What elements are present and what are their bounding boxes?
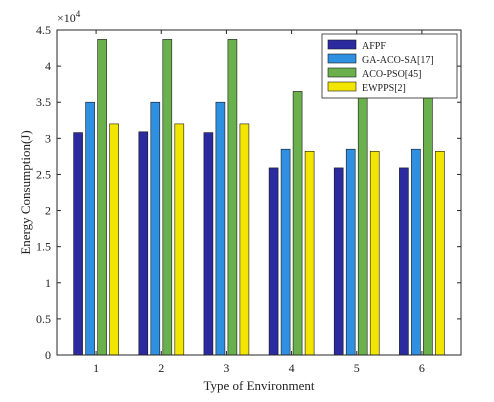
y-tick-label: 2.5 bbox=[36, 167, 51, 181]
bar-afpf-3 bbox=[203, 132, 214, 356]
y-tick-label: 3 bbox=[45, 131, 51, 145]
x-tick-label: 3 bbox=[223, 361, 229, 375]
legend-swatch bbox=[327, 53, 357, 64]
legend-label: ACO-PSO[45] bbox=[362, 69, 421, 80]
y-tick-label: 0 bbox=[45, 348, 51, 362]
bar-afpf-5 bbox=[333, 167, 344, 356]
bar-afpf-6 bbox=[399, 167, 409, 356]
x-axis-label: Type of Environment bbox=[203, 378, 314, 393]
bar-aco-pso-45--2 bbox=[162, 39, 173, 356]
legend-swatch bbox=[327, 39, 357, 50]
legend-swatch bbox=[327, 67, 357, 78]
y-axis-label: Energy Consumption(J) bbox=[18, 130, 33, 254]
x-tick-label: 5 bbox=[354, 361, 360, 375]
bar-aco-pso-45--6 bbox=[423, 91, 433, 356]
bar-aco-pso-45--1 bbox=[97, 39, 107, 356]
legend-label: GA-ACO-SA[17] bbox=[362, 55, 434, 66]
bar-aco-pso-45--3 bbox=[227, 39, 238, 356]
bar-ga-aco-sa-17--1 bbox=[85, 101, 95, 356]
x-tick-label: 6 bbox=[419, 361, 425, 375]
x-axis-ticks: 1 2 3 4 5 6 bbox=[93, 30, 425, 375]
bar-ga-aco-sa-17--2 bbox=[150, 101, 161, 356]
bar-ewpps-2--5 bbox=[369, 151, 380, 356]
bar-ewpps-2--2 bbox=[174, 123, 185, 356]
bar-ewpps-2--3 bbox=[239, 123, 250, 356]
bar-ewpps-2--6 bbox=[435, 151, 445, 356]
y-axis-ticks: 0 0.5 1 1.5 2 2.5 3 3.5 4 4.5 bbox=[36, 23, 461, 362]
y-axis-exponent: ×104 bbox=[57, 9, 81, 25]
legend-label: EWPPS[2] bbox=[362, 83, 406, 94]
bar-ga-aco-sa-17--3 bbox=[215, 101, 226, 356]
bar-afpf-2 bbox=[138, 131, 149, 356]
bar-ga-aco-sa-17--4 bbox=[280, 148, 291, 356]
y-tick-label: 3.5 bbox=[36, 95, 51, 109]
y-tick-label: 1 bbox=[45, 276, 51, 290]
bar-afpf-4 bbox=[268, 167, 279, 356]
bar-ewpps-2--1 bbox=[109, 123, 119, 356]
exponent-power: 4 bbox=[76, 9, 81, 19]
y-tick-label: 4 bbox=[45, 59, 51, 73]
y-tick-label: 0.5 bbox=[36, 312, 51, 326]
exponent-base: ×10 bbox=[57, 11, 76, 25]
y-tick-label: 4.5 bbox=[36, 23, 51, 37]
x-tick-label: 1 bbox=[93, 361, 99, 375]
bar-ga-aco-sa-17--5 bbox=[345, 148, 356, 356]
bars-layer bbox=[73, 39, 445, 356]
bar-aco-pso-45--4 bbox=[292, 91, 303, 356]
bar-ga-aco-sa-17--6 bbox=[411, 148, 421, 356]
legend-swatch bbox=[327, 81, 357, 92]
axes-box bbox=[56, 29, 462, 356]
bar-aco-pso-45--5 bbox=[357, 91, 368, 356]
x-tick-label: 2 bbox=[158, 361, 164, 375]
bar-afpf-1 bbox=[73, 132, 83, 356]
y-tick-label: 2 bbox=[45, 204, 51, 218]
legend-label: AFPF bbox=[362, 41, 386, 52]
legend: AFPF GA-ACO-SA[17] ACO-PSO[45] EWPPS[2] bbox=[321, 33, 458, 99]
bar-ewpps-2--4 bbox=[304, 151, 315, 356]
x-tick-label: 4 bbox=[289, 361, 295, 375]
y-tick-label: 1.5 bbox=[36, 240, 51, 254]
